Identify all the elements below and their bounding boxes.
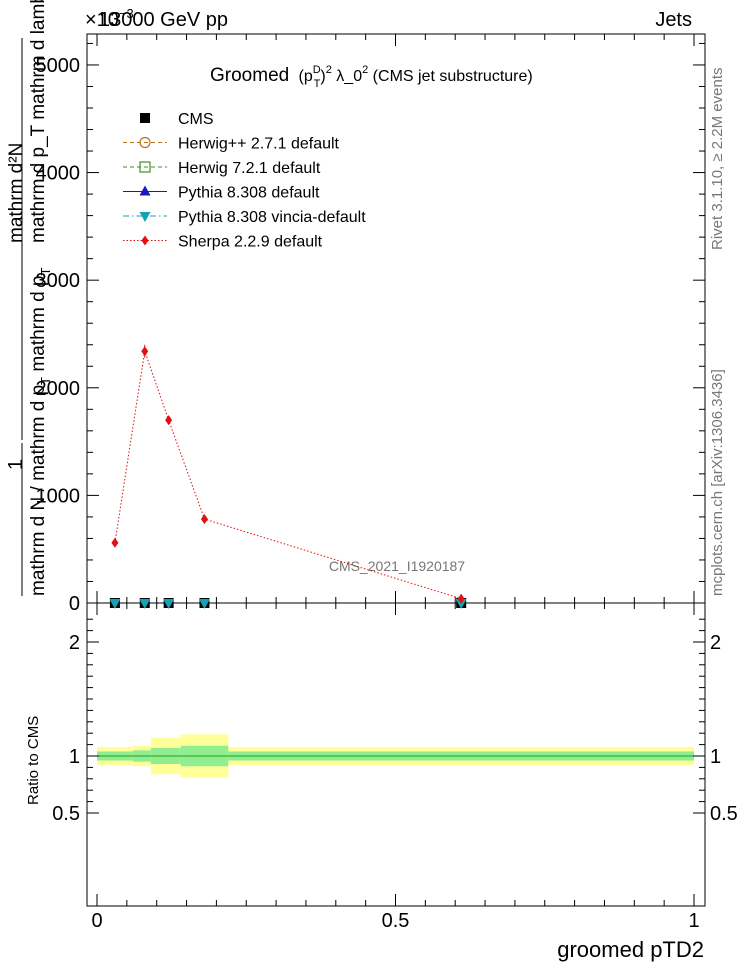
xlabel: groomed pTD2 xyxy=(557,937,704,962)
data-point xyxy=(198,599,210,609)
legend-entry: Herwig++ 2.7.1 default xyxy=(123,136,340,153)
data-point xyxy=(457,593,465,604)
process-label: Jets xyxy=(655,9,692,31)
legend-label: Pythia 8.308 vincia-default xyxy=(178,209,366,226)
rivet-label: Rivet 3.1.10, ≥ 2.2M events xyxy=(709,68,726,251)
legend-marker xyxy=(139,161,151,173)
legend-label: Herwig++ 2.7.1 default xyxy=(178,136,340,153)
ratio-ytick-label: 0.5 xyxy=(52,803,80,825)
ratio-ytick-label: 1 xyxy=(69,746,80,768)
energy-label: 13000 GeV pp xyxy=(99,9,228,31)
main-ytick-label: 4000 xyxy=(36,163,81,185)
ylabel-numerator: mathrm d²N xyxy=(6,143,27,243)
legend-label: CMS xyxy=(178,111,214,128)
plot-title: Groomed (pD T)2 λ_02 (CMS jet substructur… xyxy=(210,64,533,90)
data-point xyxy=(455,599,467,609)
legend-label: Sherpa 2.2.9 default xyxy=(178,234,323,251)
ylabel-main: mathrm d N / mathrm d pT mathrm d pT xyxy=(28,268,53,597)
legend-marker xyxy=(139,212,151,222)
legend-label: Pythia 8.308 default xyxy=(178,185,320,202)
main-ytick-label: 5000 xyxy=(36,55,81,77)
x-tick-label: 0 xyxy=(91,910,102,932)
data-point xyxy=(200,514,208,525)
main-ytick-label: 0 xyxy=(69,593,80,615)
legend-entry: Sherpa 2.2.9 default xyxy=(123,234,323,251)
data-series xyxy=(109,344,467,609)
data-point xyxy=(139,599,151,609)
main-ytick-label: 2000 xyxy=(36,378,81,400)
ylabel-denominator: mathrm d p_T mathrm d lambda xyxy=(28,0,49,243)
legend-label: Herwig 7.2.1 default xyxy=(178,160,321,177)
legend-marker xyxy=(141,235,149,246)
ratio-y-axis: 0.5 0.5 1 1 2 2 xyxy=(52,618,738,825)
ratio-ylabel: Ratio to CMS xyxy=(25,716,42,805)
ylabel-one: 1 xyxy=(5,459,27,470)
x-tick-label: 1 xyxy=(688,910,699,932)
data-point xyxy=(163,599,175,609)
legend-marker xyxy=(139,185,151,196)
data-point xyxy=(109,599,121,609)
exponent-label: ×10−3 xyxy=(85,6,134,31)
analysis-watermark: CMS_2021_I1920187 xyxy=(329,558,465,574)
data-point xyxy=(111,537,119,548)
ratio-ytick-label-right: 1 xyxy=(710,746,721,768)
series-sherpa-2-2-9-default xyxy=(111,344,465,604)
ratio-uncertainty-bands xyxy=(87,734,705,778)
ratio-ytick-label: 2 xyxy=(69,632,80,654)
series-pythia-8-308-vincia-default xyxy=(109,599,467,609)
legend-entry: Herwig 7.2.1 default xyxy=(123,160,321,177)
legend-marker xyxy=(139,136,151,149)
ratio-ytick-label-right: 2 xyxy=(710,632,721,654)
main-ytick-label: 1000 xyxy=(36,485,81,507)
main-y-axis: 0 1000 2000 3000 4000 5000 xyxy=(36,42,705,615)
legend-entry: CMS xyxy=(140,111,214,128)
legend-entry: Pythia 8.308 default xyxy=(123,185,320,202)
x-tick-label: 0.5 xyxy=(382,910,410,932)
legend-marker xyxy=(140,113,150,123)
legend-entry: Pythia 8.308 vincia-default xyxy=(123,209,366,226)
data-point xyxy=(141,346,149,357)
mcplots-label: mcplots.cern.ch [arXiv:1306.3436] xyxy=(709,369,726,596)
ratio-ytick-label-right: 0.5 xyxy=(710,803,738,825)
legend: CMS Herwig++ 2.7.1 default Herwig 7.2.1 de… xyxy=(123,111,366,251)
data-point xyxy=(165,415,173,426)
main-ytick-label: 3000 xyxy=(36,270,81,292)
x-axis: 0 0.5 1 xyxy=(91,34,700,932)
